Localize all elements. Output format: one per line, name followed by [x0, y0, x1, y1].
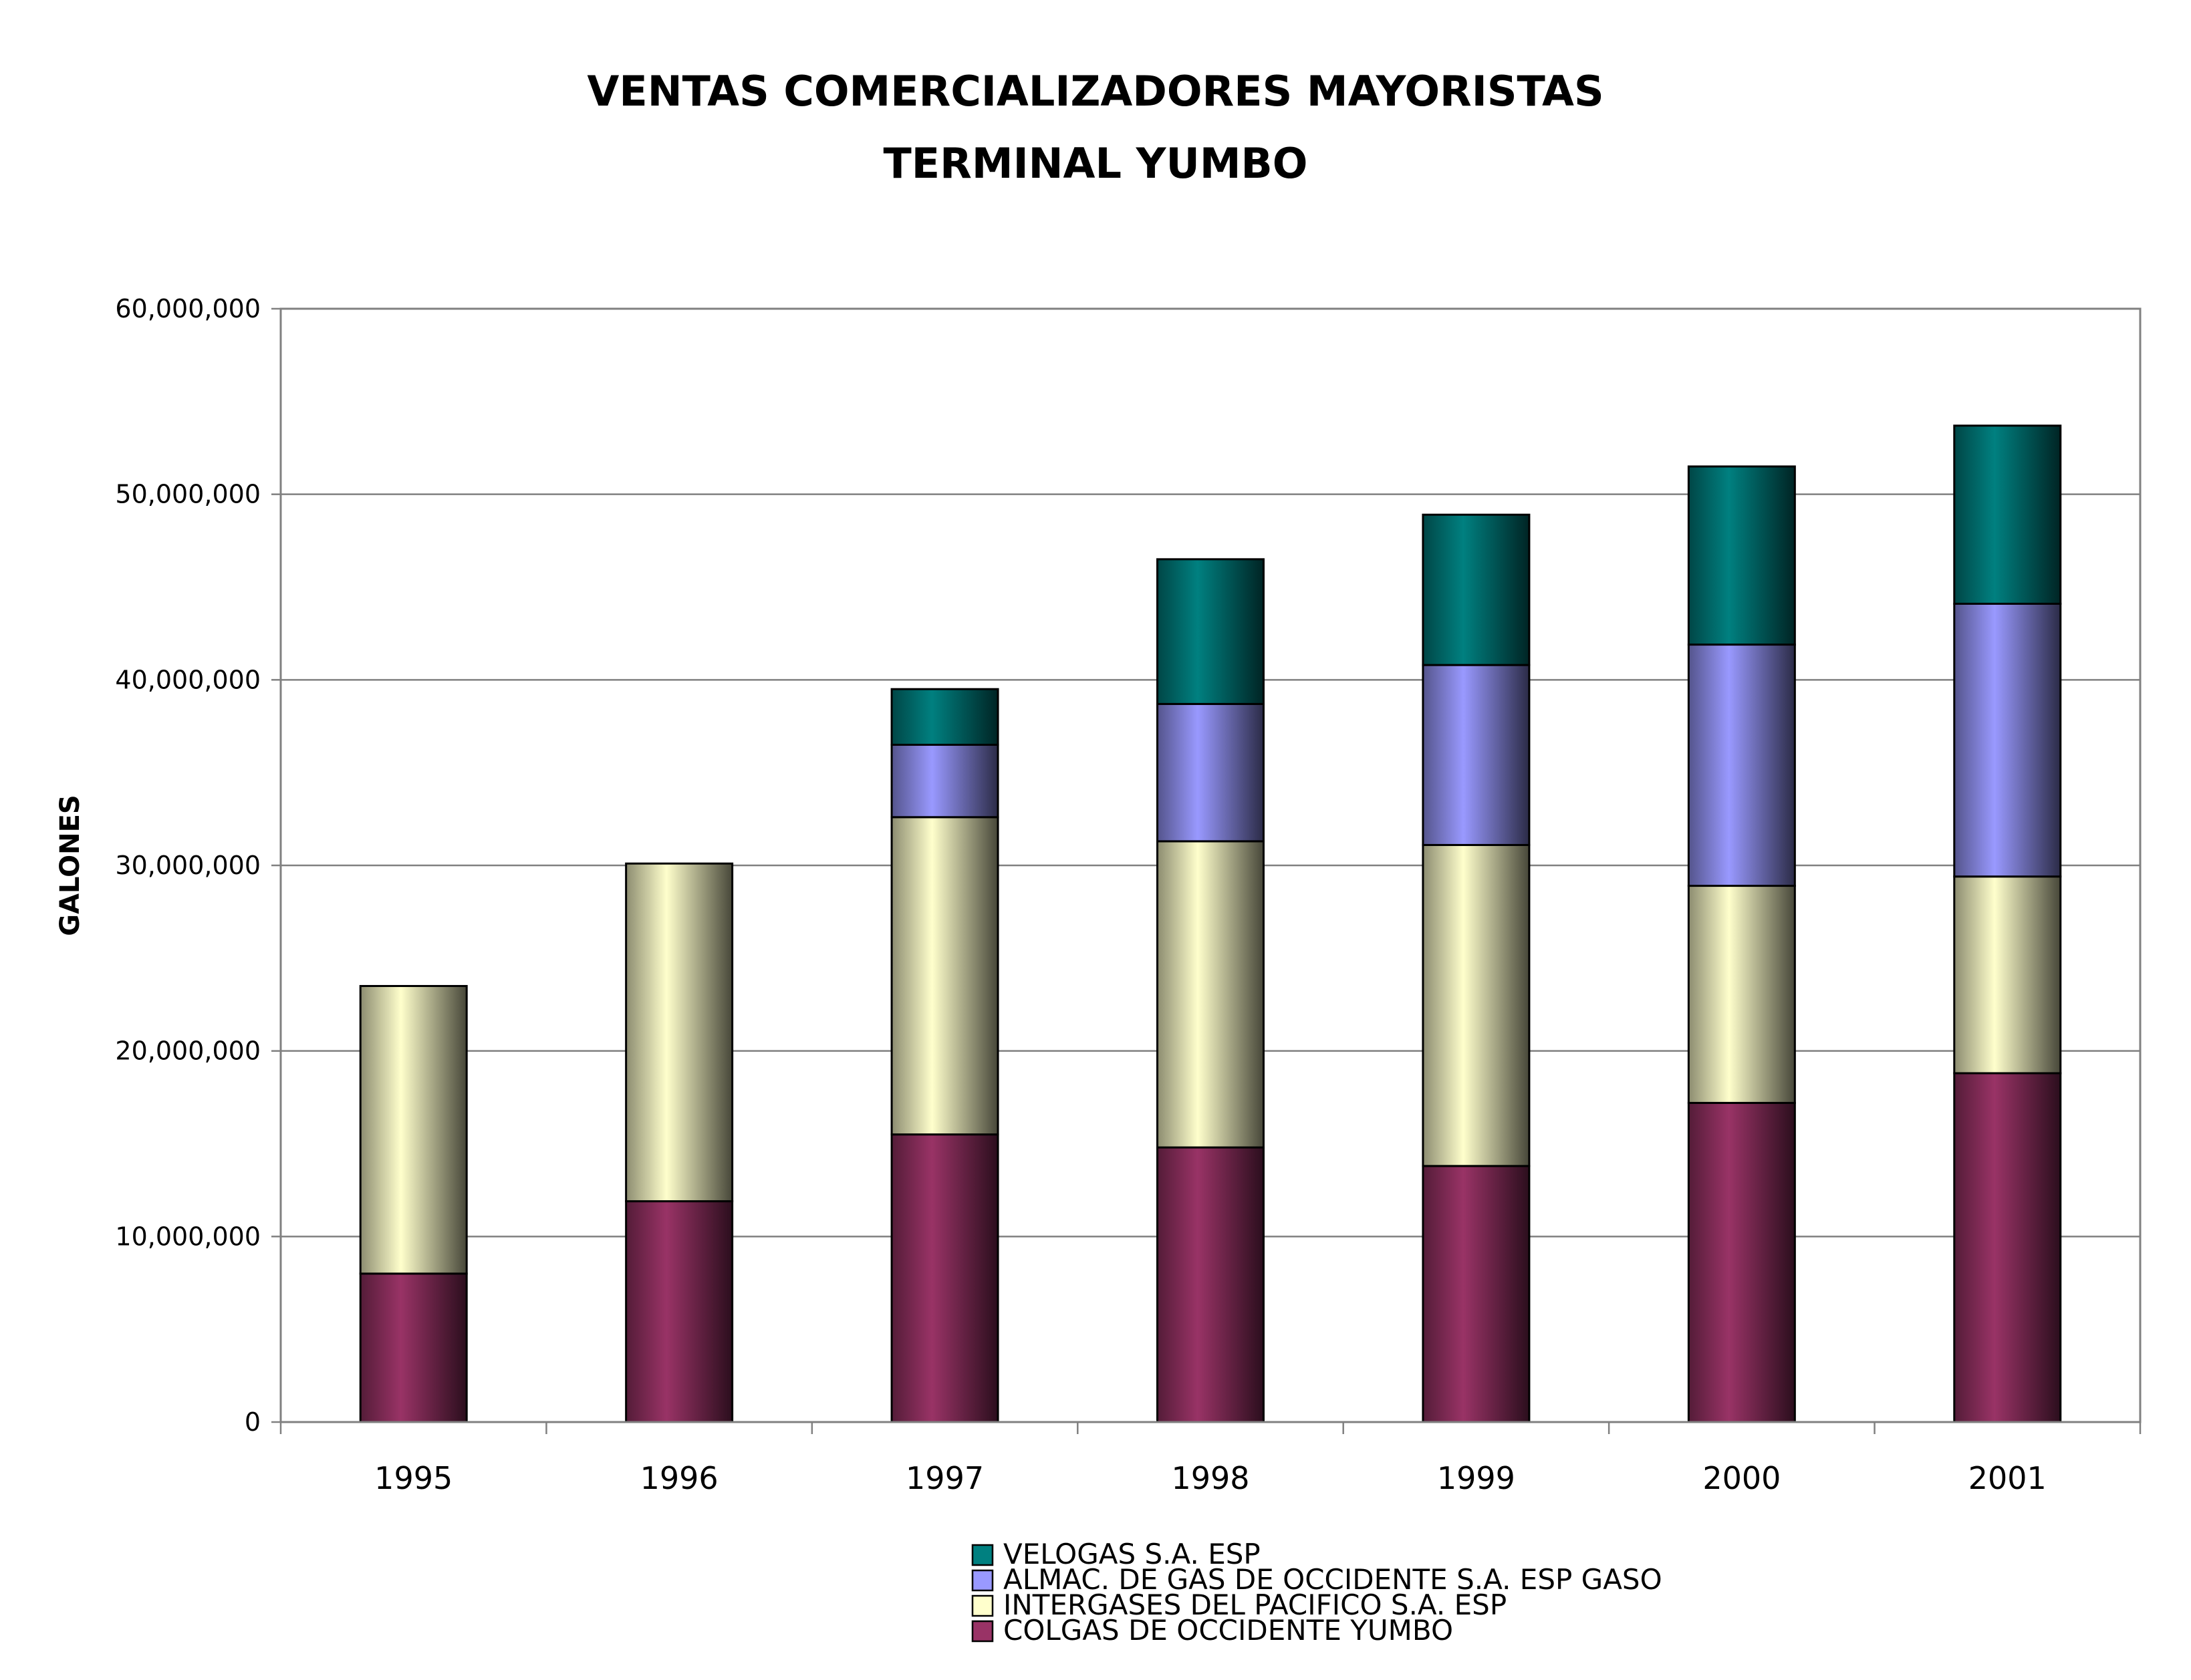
bar-segment — [1953, 875, 2062, 1075]
x-tick-label: 1998 — [1171, 1460, 1249, 1496]
bar-segment — [1687, 465, 1796, 646]
x-tick-label: 2001 — [1968, 1460, 2047, 1496]
bars — [359, 424, 2062, 1423]
bar-segment — [1687, 885, 1796, 1104]
y-tick-label: 20,000,000 — [115, 1036, 261, 1066]
legend-label: INTERGASES DEL PACIFICO S.A. ESP — [1003, 1588, 1507, 1621]
bar-segment — [1422, 513, 1531, 666]
bar-segment — [1687, 644, 1796, 887]
bar-segment — [625, 1200, 734, 1423]
x-tick-label: 1995 — [374, 1460, 453, 1496]
bar-segment — [890, 688, 999, 746]
legend-label: ALMAC. DE GAS DE OCCIDENTE S.A. ESP GASO — [1003, 1563, 1662, 1596]
legend-swatch — [971, 1544, 994, 1566]
axes: 0 10,000,000 20,000,000 30,000,000 40,000,00… — [55, 294, 2142, 1496]
bar-segment — [359, 984, 468, 1275]
bar-segment — [1422, 664, 1531, 846]
x-tick-label: 1996 — [640, 1460, 719, 1496]
bar-segment — [1687, 1101, 1796, 1423]
legend-label: VELOGAS S.A. ESP — [1003, 1538, 1261, 1570]
bar-segment — [1422, 1165, 1531, 1423]
legend-swatch — [971, 1594, 994, 1617]
bar-segment — [359, 1272, 468, 1423]
chart-subtitle: TERMINAL YUMBO — [883, 139, 1308, 188]
bar-segment — [1156, 840, 1265, 1149]
chart-title: VENTAS COMERCIALIZADORES MAYORISTAS — [587, 67, 1604, 116]
bar-segment — [1422, 843, 1531, 1167]
y-tick-label: 10,000,000 — [115, 1222, 261, 1251]
bar-segment — [1156, 702, 1265, 843]
bar-segment — [890, 816, 999, 1136]
y-tick-label: 60,000,000 — [115, 294, 261, 323]
bar-segment — [890, 744, 999, 819]
x-tick-label: 1997 — [906, 1460, 984, 1496]
bar-segment — [890, 1133, 999, 1423]
legend-swatch — [971, 1620, 994, 1643]
bar-segment — [1156, 1146, 1265, 1423]
y-tick-label: 40,000,000 — [115, 665, 261, 694]
x-tick-label: 1999 — [1437, 1460, 1515, 1496]
x-tick-label: 2000 — [1702, 1460, 1781, 1496]
y-tick-label: 30,000,000 — [115, 851, 261, 880]
legend-swatch — [971, 1569, 994, 1592]
bar-segment — [625, 862, 734, 1203]
legend-label: COLGAS DE OCCIDENTE YUMBO — [1003, 1614, 1453, 1647]
bar-segment — [1953, 424, 2062, 605]
bar-segment — [1953, 1072, 2062, 1423]
y-axis-label: GALONES — [55, 795, 86, 936]
y-tick-label: 0 — [245, 1407, 261, 1437]
bar-segment — [1156, 558, 1265, 705]
y-tick-label: 50,000,000 — [115, 480, 261, 509]
bar-segment — [1953, 602, 2062, 878]
